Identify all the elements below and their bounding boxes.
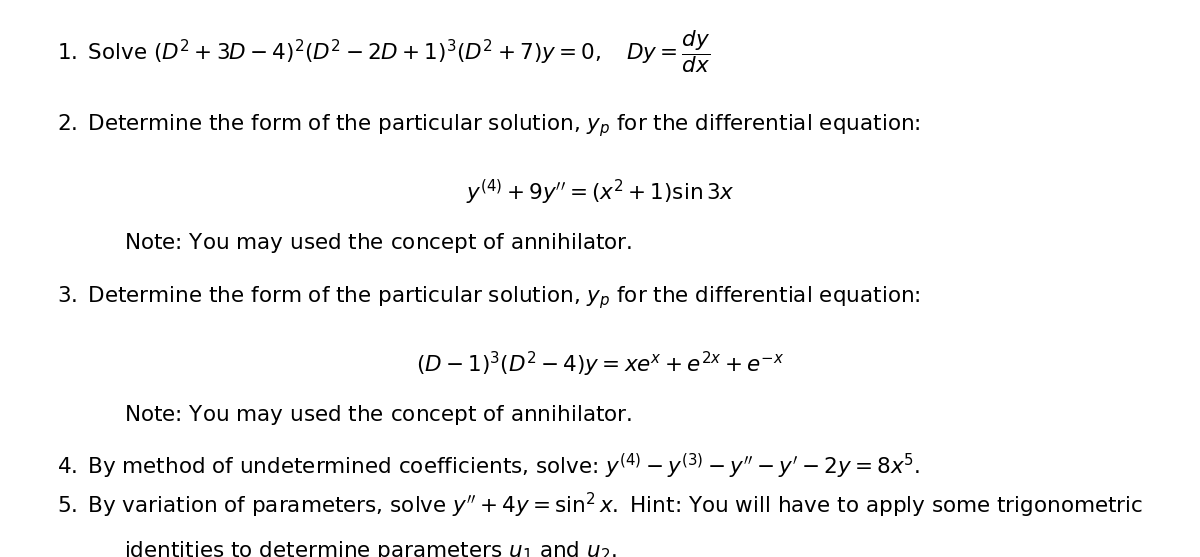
Text: $y^{(4)}+9y''=(x^2+1)\sin 3x$: $y^{(4)}+9y''=(x^2+1)\sin 3x$ xyxy=(466,178,734,207)
Text: $3.\; \text{Determine the form of the particular solution, }y_p\text{ for the di: $3.\; \text{Determine the form of the pa… xyxy=(56,285,920,311)
Text: $\text{Note: You may used the concept of annihilator.}$: $\text{Note: You may used the concept of… xyxy=(124,403,632,427)
Text: $\text{identities to determine parameters }u_1\text{ and }u_2\text{.}$: $\text{identities to determine parameter… xyxy=(124,539,617,557)
Text: $4.\; \text{By method of undetermined coefficients, solve: }y^{(4)}-y^{(3)}-y''-: $4.\; \text{By method of undetermined co… xyxy=(56,452,920,481)
Text: $5.\; \text{By variation of parameters, solve }y''+4y=\sin^2 x.\text{ Hint: You : $5.\; \text{By variation of parameters, … xyxy=(56,491,1142,520)
Text: $\text{Note: You may used the concept of annihilator.}$: $\text{Note: You may used the concept of… xyxy=(124,231,632,255)
Text: $(D-1)^3(D^2-4)y=xe^x+e^{2x}+e^{-x}$: $(D-1)^3(D^2-4)y=xe^x+e^{2x}+e^{-x}$ xyxy=(416,350,784,379)
Text: $2.\; \text{Determine the form of the particular solution, }y_p\text{ for the di: $2.\; \text{Determine the form of the pa… xyxy=(56,112,920,139)
Text: $1.\; \text{Solve }(D^2+3D-4)^2(D^2-2D+1)^3(D^2+7)y=0,\quad Dy=\dfrac{dy}{dx}$: $1.\; \text{Solve }(D^2+3D-4)^2(D^2-2D+1… xyxy=(56,28,710,75)
